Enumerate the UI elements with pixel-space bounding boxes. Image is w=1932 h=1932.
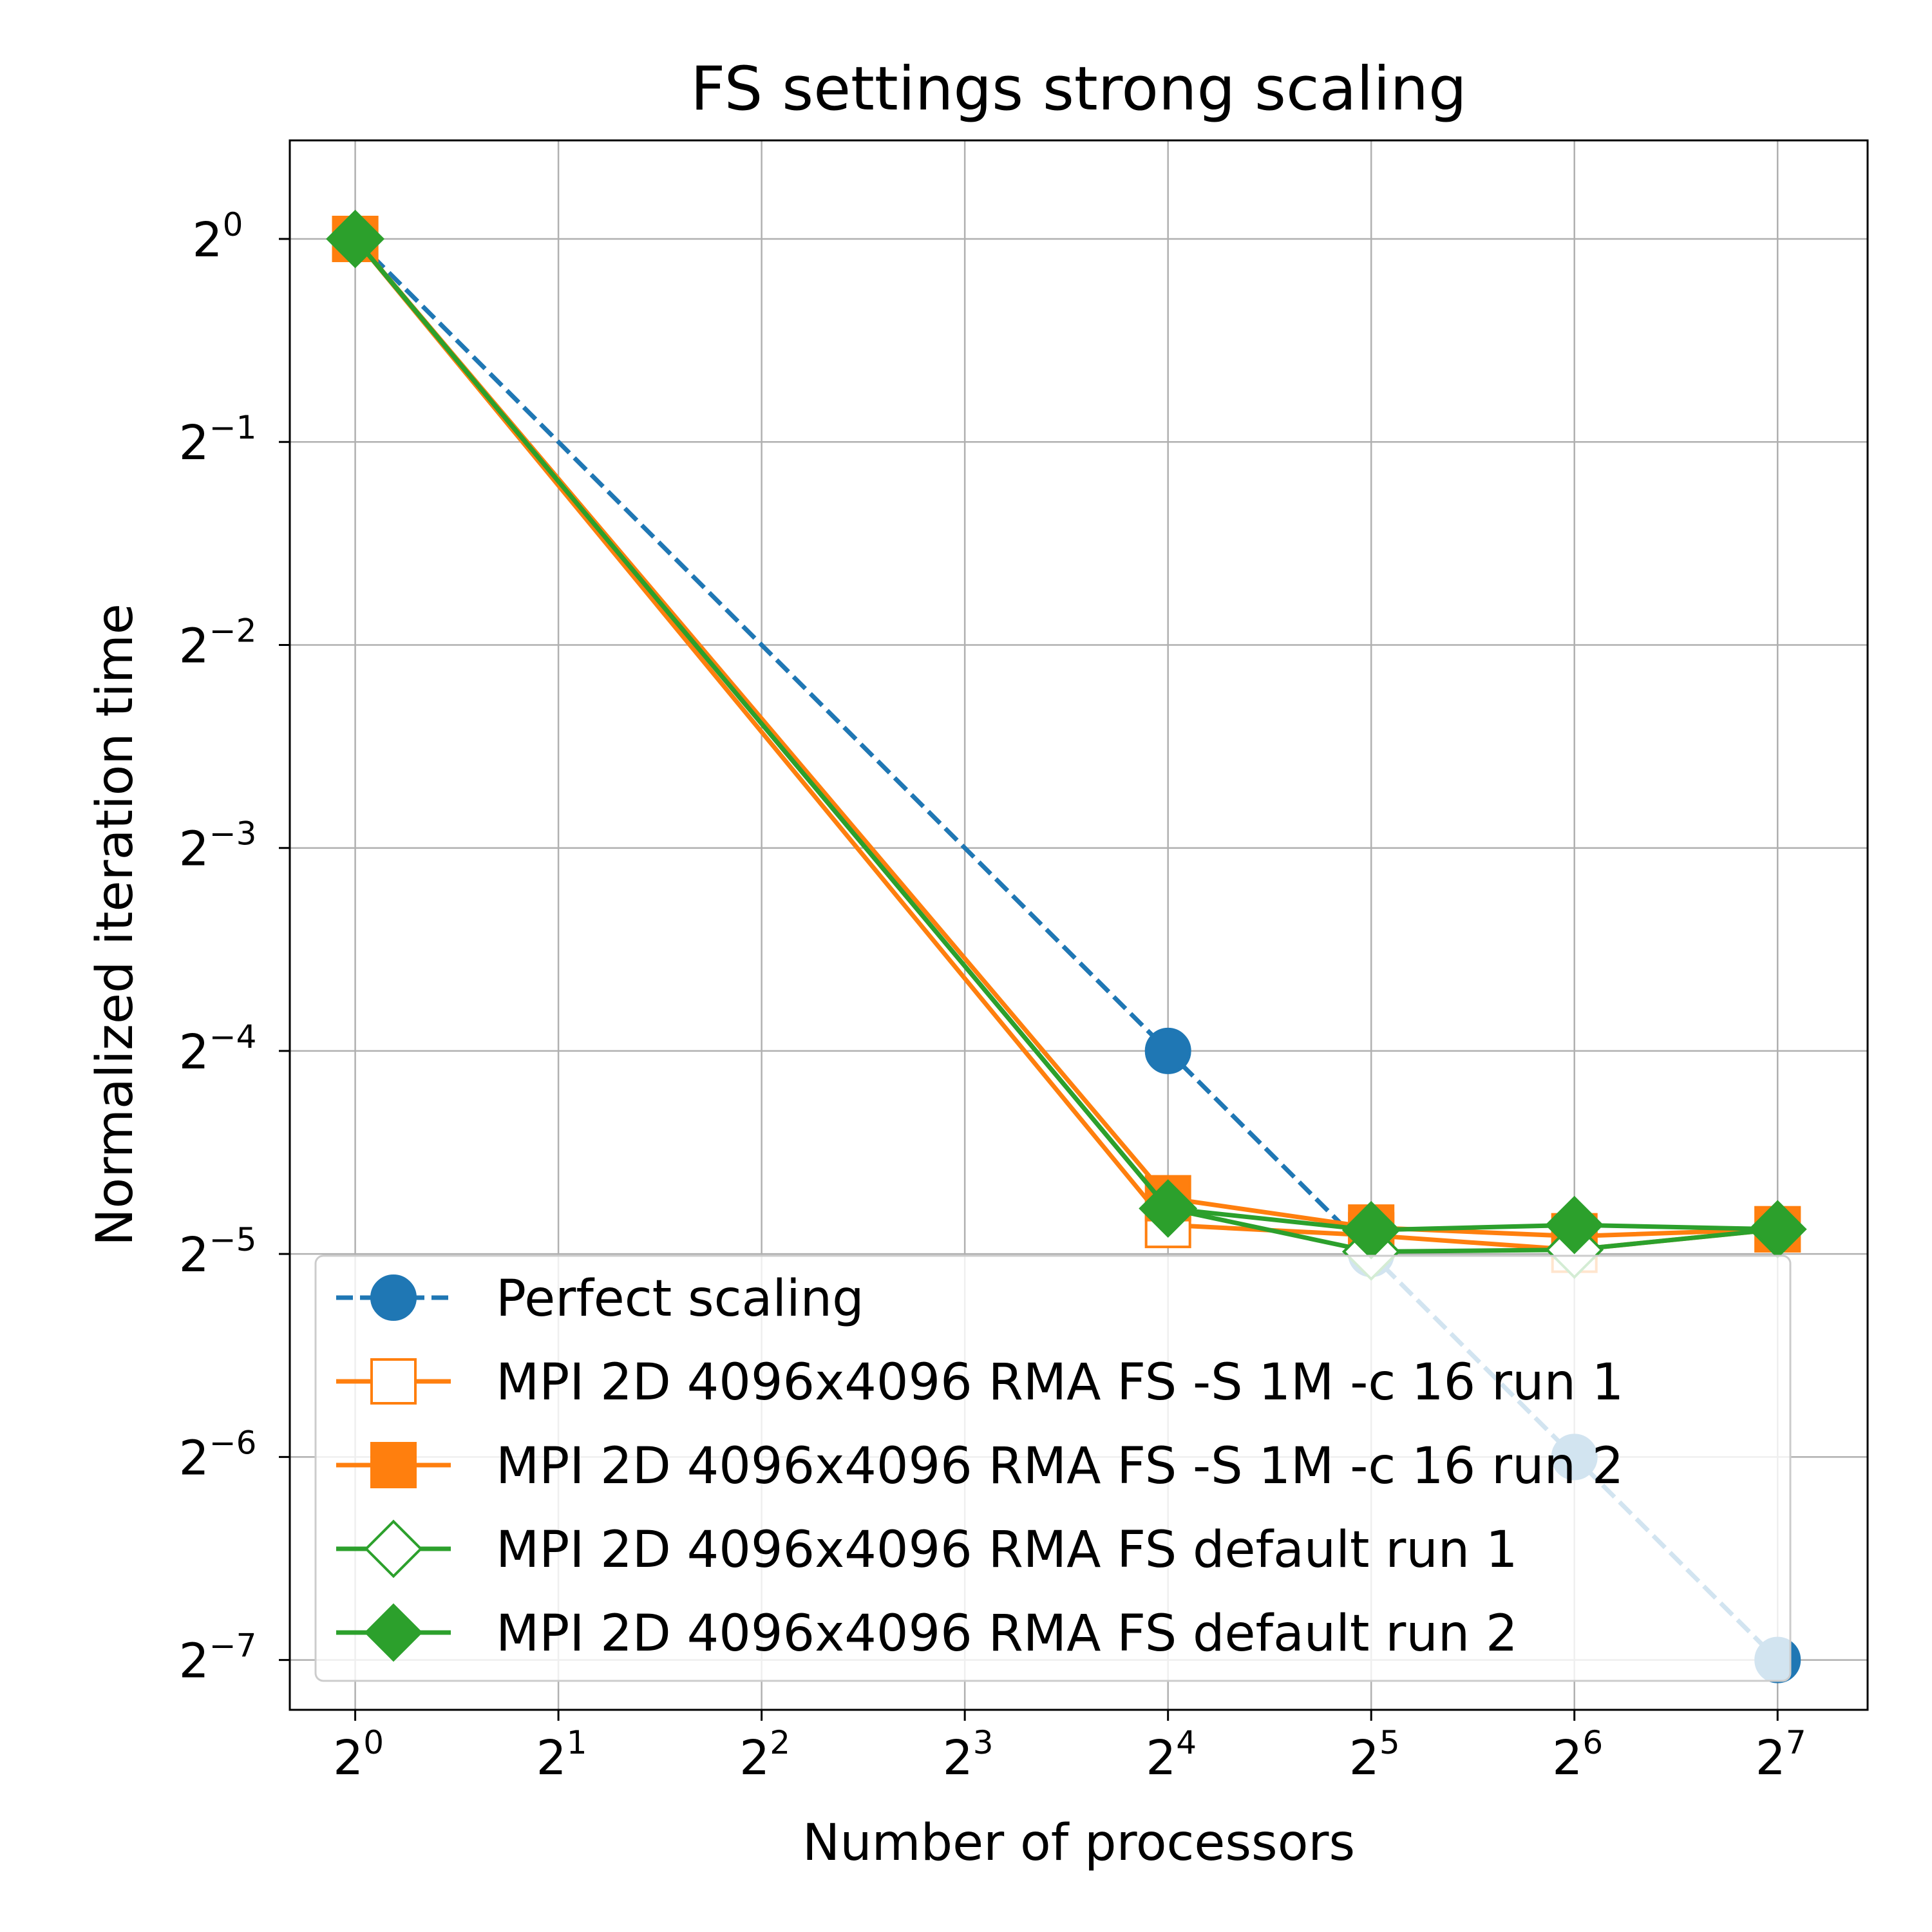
y-tick-label-3: 2−3: [179, 815, 257, 877]
legend-label-3: MPI 2D 4096x4096 RMA FS default run 1: [496, 1521, 1518, 1579]
x-tick-label-6: 26: [1552, 1724, 1603, 1786]
x-tick-label-7: 27: [1756, 1724, 1806, 1786]
chart-title: FS settings strong scaling: [690, 54, 1466, 124]
legend-marker-0: [370, 1274, 417, 1321]
x-tick-label-3: 23: [943, 1724, 994, 1786]
x-tick-label-5: 25: [1349, 1724, 1400, 1786]
legend-marker-2: [370, 1442, 417, 1488]
y-tick-label-7: 2−7: [179, 1627, 257, 1689]
y-tick-label-2: 2−2: [179, 612, 257, 674]
legend-marker-4: [364, 1603, 423, 1662]
series-layer: [326, 209, 1807, 1683]
x-tick-label-0: 20: [333, 1724, 384, 1786]
legend-marker-3: [364, 1519, 423, 1578]
x-tick-label-4: 24: [1146, 1724, 1197, 1786]
legend: Perfect scaling MPI 2D 4096x4096 RMA FS -…: [314, 1255, 1792, 1682]
x-tick-label-1: 21: [536, 1724, 587, 1786]
y-axis-label: Normalized iteration time: [86, 603, 144, 1246]
y-tick-label-1: 2−1: [179, 409, 257, 471]
x-tick-label-2: 22: [739, 1724, 790, 1786]
legend-label-2: MPI 2D 4096x4096 RMA FS -S 1M -c 16 run …: [496, 1437, 1624, 1495]
y-tick-label-6: 2−6: [179, 1424, 257, 1486]
legend-label-0: Perfect scaling: [496, 1270, 864, 1328]
y-tick-label-5: 2−5: [179, 1221, 257, 1283]
legend-label-4: MPI 2D 4096x4096 RMA FS default run 2: [496, 1605, 1518, 1663]
y-tick-label-4: 2−4: [179, 1018, 257, 1080]
ticks: 20 21 22 23 24 25 26 27 20 2−1 2−2 2−3 2−4 2−5 2−6 2−7: [179, 206, 1806, 1786]
legend-label-1: MPI 2D 4096x4096 RMA FS -S 1M -c 16 run …: [496, 1354, 1624, 1412]
series-4-point-1: [1139, 1179, 1197, 1238]
series-0-point-1: [1144, 1027, 1191, 1074]
y-tick-label-0: 20: [193, 206, 243, 268]
series-4-point-3: [1545, 1195, 1604, 1255]
x-axis-label: Number of processors: [802, 1814, 1355, 1872]
plot-frame: [289, 139, 1869, 1711]
legend-box: [314, 1255, 1792, 1682]
series-4-point-0: [326, 209, 384, 269]
legend-marker-1: [370, 1358, 417, 1405]
